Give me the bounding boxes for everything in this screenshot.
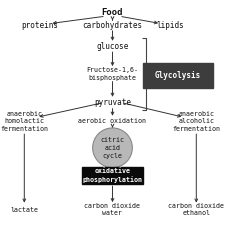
Text: glucose: glucose <box>96 42 129 51</box>
Text: carbon dioxide
ethanol: carbon dioxide ethanol <box>168 203 224 216</box>
Text: lipids: lipids <box>156 21 184 30</box>
Text: proteins: proteins <box>21 21 58 30</box>
FancyBboxPatch shape <box>143 63 213 88</box>
Text: Food: Food <box>102 8 123 17</box>
Text: Glycolysis: Glycolysis <box>155 71 201 80</box>
Text: anaerobic
homolactic
fermentation: anaerobic homolactic fermentation <box>0 111 48 132</box>
Text: Fructose-1,6-
bisphosphate: Fructose-1,6- bisphosphate <box>86 67 139 81</box>
Text: aerobic oxidation: aerobic oxidation <box>79 118 146 124</box>
Text: pyruvate: pyruvate <box>94 98 131 107</box>
Text: anaerobic
alcoholic
fermentation: anaerobic alcoholic fermentation <box>172 111 220 132</box>
Text: oxidative
phosphorylation: oxidative phosphorylation <box>83 168 142 183</box>
Circle shape <box>93 128 132 168</box>
Text: carbon dioxide
water: carbon dioxide water <box>85 203 140 216</box>
Text: carbohydrates: carbohydrates <box>82 21 143 30</box>
Text: lactate: lactate <box>10 207 38 213</box>
FancyBboxPatch shape <box>82 166 143 184</box>
Text: citric
acid
cycle: citric acid cycle <box>101 137 124 159</box>
